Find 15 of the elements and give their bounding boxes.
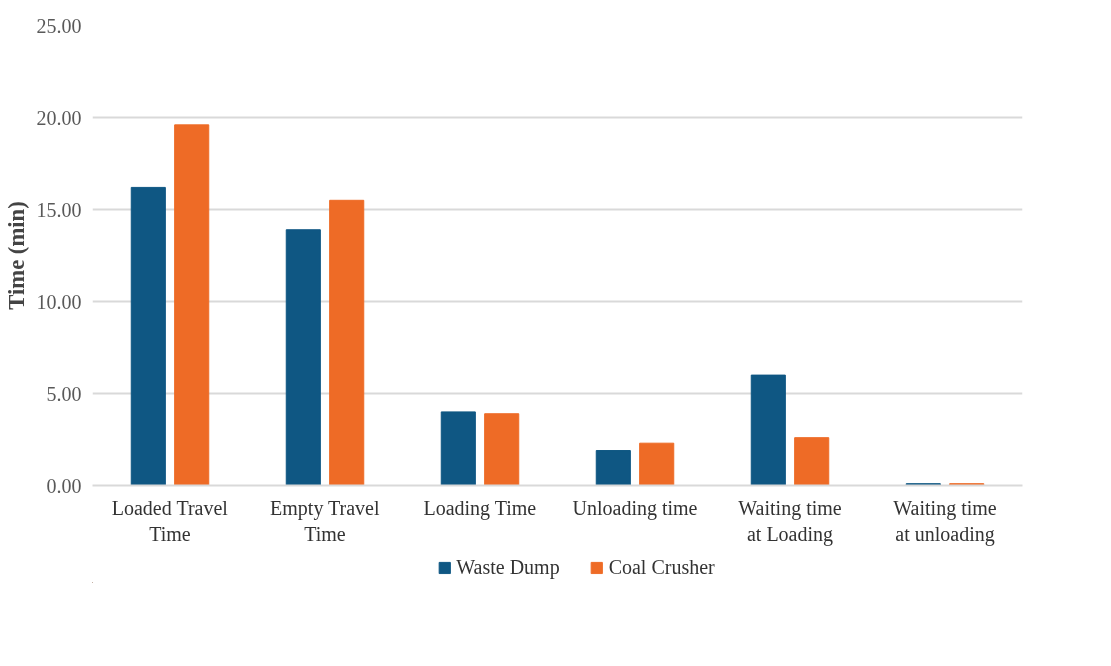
x-tick-label: Unloading time [572,496,698,520]
y-tick-label: 15.00 [36,198,82,221]
y-tick-label: 20.00 [36,106,82,129]
y-tick-label: 0.00 [46,474,82,497]
y-tick-label: 25.00 [36,14,82,37]
legend-label: Waste Dump [456,555,560,579]
y-tick-label: 10.00 [36,290,82,313]
x-tick-label: Loaded Travel Time [111,496,229,545]
y-tick-label: 5.00 [46,382,82,405]
x-tick-label: Waiting time at unloading [893,496,997,546]
x-tick-label: Waiting time at Loading [738,496,842,546]
x-tick-label: Empty Travel Time [270,496,380,545]
legend-label: Coal Crusher [608,555,715,579]
x-tick-label: Loading Time [423,496,537,520]
y-axis-title: Time (min) [3,201,29,310]
